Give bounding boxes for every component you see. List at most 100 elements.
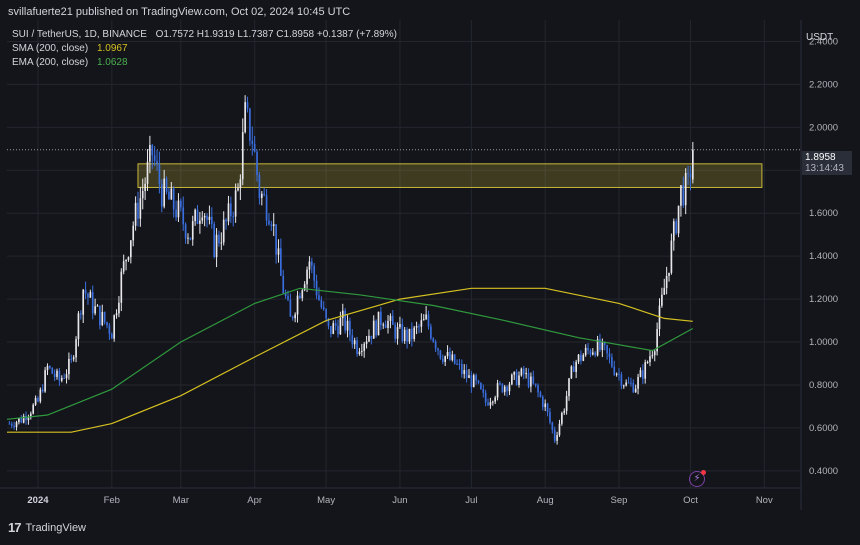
quote-currency-label[interactable]: USDT (806, 32, 834, 43)
notification-dot (701, 470, 706, 475)
candle-up (368, 335, 370, 342)
candle-down (151, 145, 154, 156)
candle-down (682, 185, 685, 206)
candle-up (403, 329, 406, 341)
candle-up (187, 237, 189, 239)
candle-down (330, 326, 332, 334)
candle-up (339, 318, 342, 335)
candle-down (411, 328, 413, 339)
candle-up (672, 221, 675, 241)
y-tick-label: 1.6000 (809, 208, 838, 219)
candle-down (103, 311, 106, 323)
candle-up (60, 378, 63, 381)
x-tick-label: Nov (756, 495, 773, 506)
candle-up (234, 190, 237, 217)
time-axis[interactable]: 2024 Feb Mar Apr May Jun Jul Aug Sep Oct Nov (0, 487, 801, 506)
candle-up (661, 294, 663, 306)
candle-up (146, 161, 149, 184)
candle-up (303, 284, 306, 291)
candle-down (182, 207, 185, 225)
candle-up (44, 370, 46, 392)
candle-down (620, 374, 623, 386)
candle-down (539, 392, 542, 397)
candle-up (18, 418, 20, 423)
candle-up (127, 257, 130, 260)
candle-down (594, 352, 597, 356)
candle-up (558, 423, 561, 436)
candle-down (465, 370, 468, 379)
candle-down (58, 370, 61, 381)
candle-up (241, 132, 244, 180)
candle-down (246, 102, 249, 109)
symbol-label[interactable]: SUI / TetherUS, 1D, BINANCE (12, 29, 147, 40)
x-tick-label: Jul (465, 495, 477, 506)
candle-down (249, 108, 251, 141)
candle-up (491, 401, 494, 403)
candle-down (137, 202, 139, 219)
candle-down (320, 299, 323, 308)
x-tick-label: Mar (173, 495, 189, 506)
candle-down (375, 320, 377, 336)
candle-up (601, 342, 604, 350)
candle-down (439, 350, 442, 359)
candle-down (351, 335, 354, 345)
candle-down (289, 299, 292, 317)
x-tick-label: May (317, 495, 335, 506)
candle-up (615, 373, 618, 375)
candle-up (649, 356, 651, 363)
candle-down (189, 237, 192, 240)
candle-down (153, 155, 156, 161)
candle-down (380, 311, 382, 326)
y-tick-label: 1.0000 (809, 337, 838, 348)
candle-down (689, 173, 692, 178)
candle-up (191, 221, 194, 240)
ema-label: EMA (200, close) (12, 57, 89, 68)
candle-up (68, 358, 70, 375)
candle-up (125, 259, 127, 262)
candle-up (75, 339, 77, 358)
candle-up (639, 370, 642, 377)
candle-down (344, 310, 346, 331)
candle-up (425, 314, 427, 320)
candle-down (53, 373, 56, 377)
candle-down (91, 292, 94, 314)
candle-down (184, 224, 187, 239)
candle-up (544, 403, 547, 408)
candle-up (622, 385, 625, 387)
price-axis[interactable]: 2.40002.20002.00001.80001.60001.40001.20… (800, 20, 838, 510)
candle-down (20, 418, 23, 423)
lightning-icon[interactable]: ⚡ (689, 470, 706, 487)
candle-up (72, 357, 75, 360)
candle-down (484, 392, 487, 403)
candle-down (515, 371, 518, 386)
candle-down (613, 366, 616, 375)
candle-up (360, 350, 363, 352)
legend-ema-row[interactable]: EMA (200, close) 1.0628 (12, 56, 397, 70)
candle-up (201, 217, 204, 221)
candle-down (253, 143, 256, 152)
candle-up (194, 209, 196, 222)
legend-symbol-row[interactable]: SUI / TetherUS, 1D, BINANCE O1.7572 H1.9… (12, 28, 397, 42)
candle-down (206, 215, 208, 220)
chart-legend: SUI / TetherUS, 1D, BINANCE O1.7572 H1.9… (12, 28, 397, 70)
footer-brand[interactable]: 17 TradingView (8, 520, 86, 535)
candle-down (480, 382, 482, 390)
candle-up (511, 374, 513, 385)
candle-down (318, 295, 320, 300)
legend-sma-row[interactable]: SMA (200, close) 1.0967 (12, 42, 397, 56)
y-tick-label: 0.6000 (809, 423, 838, 434)
candle-up (625, 382, 627, 386)
candle-up (27, 416, 30, 421)
candle-down (572, 366, 575, 372)
resistance-zone (7, 149, 800, 188)
candle-up (82, 289, 85, 315)
candle-up (118, 302, 120, 314)
candle-up (575, 361, 577, 372)
candle-up (503, 386, 506, 393)
candle-down (475, 375, 477, 381)
candle-down (251, 140, 254, 144)
candle-down (282, 275, 285, 293)
candle-down (499, 383, 501, 385)
